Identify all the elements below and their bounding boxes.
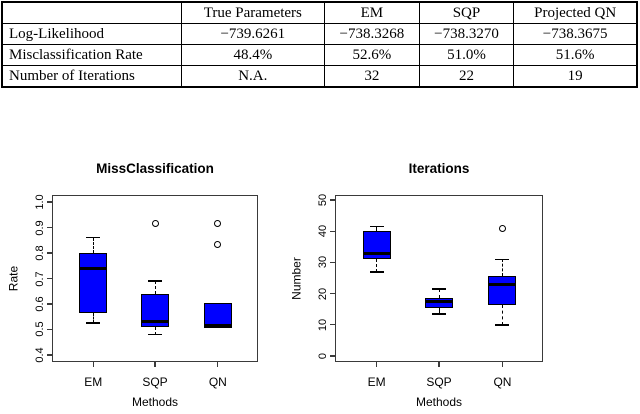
- y-tick-label: 10: [317, 318, 329, 331]
- lower-whisker-cap: [495, 324, 510, 326]
- row-label-number-of-iterations: Number of Iterations: [1, 65, 182, 88]
- y-tick: [330, 293, 335, 295]
- x-axis-label: Methods: [131, 395, 179, 409]
- y-tick-label: 0: [317, 353, 329, 360]
- upper-whisker-cap: [495, 258, 510, 261]
- y-tick: [47, 303, 52, 305]
- y-tick-label: 40: [317, 225, 329, 238]
- x-tick-label: EM: [367, 375, 386, 389]
- median-line: [203, 324, 232, 328]
- upper-whisker: [154, 281, 156, 294]
- row-label-misclassification-rate: Misclassification Rate: [1, 44, 182, 66]
- median-line: [79, 266, 108, 270]
- table-row: Misclassification Rate 48.4% 52.6% 51.0%…: [1, 44, 638, 66]
- table-row: Number of Iterations N.A. 32 22 19: [1, 65, 638, 88]
- y-tick: [47, 277, 52, 280]
- outlier-point: [214, 240, 222, 248]
- x-tick: [501, 362, 504, 367]
- cell-value: 32: [324, 65, 420, 88]
- upper-whisker-cap: [86, 236, 101, 239]
- cell-value: 48.4%: [180, 44, 326, 66]
- x-axis-label: Methods: [415, 395, 463, 409]
- x-tick: [376, 362, 378, 367]
- y-tick-label: 30: [317, 256, 329, 269]
- upper-whisker: [438, 288, 440, 299]
- y-tick: [330, 261, 335, 263]
- y-tick-label: 1.0: [34, 194, 46, 210]
- lower-whisker-cap: [432, 313, 446, 315]
- chart-title: Iterations: [408, 161, 470, 176]
- header-cell-projected-qn: Projected QN: [513, 1, 638, 24]
- y-tick: [330, 230, 335, 232]
- x-tick: [438, 362, 440, 367]
- y-tick: [330, 324, 335, 326]
- median-line: [425, 299, 453, 303]
- lower-whisker-cap: [369, 271, 384, 273]
- box: [203, 302, 232, 329]
- upper-whisker: [501, 259, 503, 277]
- x-tick: [154, 362, 156, 367]
- y-tick-label: 50: [317, 193, 329, 207]
- y-tick-label: 20: [317, 287, 329, 300]
- box: [425, 298, 453, 308]
- row-label-log-likelihood: Log-Likelihood: [1, 23, 182, 45]
- y-tick: [330, 199, 335, 201]
- y-tick: [47, 201, 52, 203]
- lower-whisker-cap: [86, 322, 101, 324]
- x-tick-label: SQP: [426, 375, 452, 389]
- upper-whisker-cap: [369, 225, 384, 228]
- x-tick-label: QN: [493, 375, 512, 389]
- y-tick: [47, 328, 52, 331]
- median-line: [362, 251, 391, 255]
- cell-value: 51.0%: [418, 44, 515, 66]
- x-tick: [92, 362, 94, 367]
- box: [488, 276, 517, 305]
- median-line: [488, 282, 517, 286]
- y-tick: [47, 354, 52, 356]
- lower-whisker-cap: [148, 333, 162, 336]
- outlier-point: [214, 220, 222, 228]
- y-tick: [47, 226, 52, 229]
- y-axis-label: Rate: [6, 265, 21, 292]
- cell-value: 51.6%: [513, 44, 638, 66]
- box: [362, 231, 391, 260]
- upper-whisker: [376, 226, 378, 232]
- median-line: [141, 320, 169, 324]
- cell-value: −738.3675: [513, 23, 638, 45]
- lower-whisker: [501, 304, 503, 325]
- box: [79, 253, 108, 313]
- lower-whisker: [438, 307, 440, 314]
- x-tick-label: EM: [84, 375, 103, 389]
- outlier-point: [151, 220, 159, 228]
- results-table: True Parameters EM SQP Projected QN Log-…: [1, 1, 638, 88]
- lower-whisker: [376, 259, 378, 272]
- x-tick-label: QN: [208, 375, 227, 389]
- y-tick: [47, 252, 52, 254]
- lower-whisker: [154, 326, 156, 335]
- upper-whisker-cap: [148, 280, 162, 282]
- x-tick: [217, 362, 219, 367]
- outlier-point: [498, 224, 506, 232]
- cell-value: −738.3268: [324, 23, 420, 45]
- x-tick-label: SQP: [142, 375, 168, 389]
- cell-value: 52.6%: [324, 44, 420, 66]
- upper-whisker-cap: [432, 288, 446, 290]
- cell-value: 19: [513, 65, 638, 88]
- y-axis-label: Number: [289, 257, 304, 300]
- upper-whisker: [92, 237, 94, 253]
- chart-title: MissClassification: [96, 161, 214, 176]
- y-tick: [330, 355, 335, 357]
- lower-whisker: [92, 312, 94, 324]
- cell-value: N.A.: [180, 65, 326, 88]
